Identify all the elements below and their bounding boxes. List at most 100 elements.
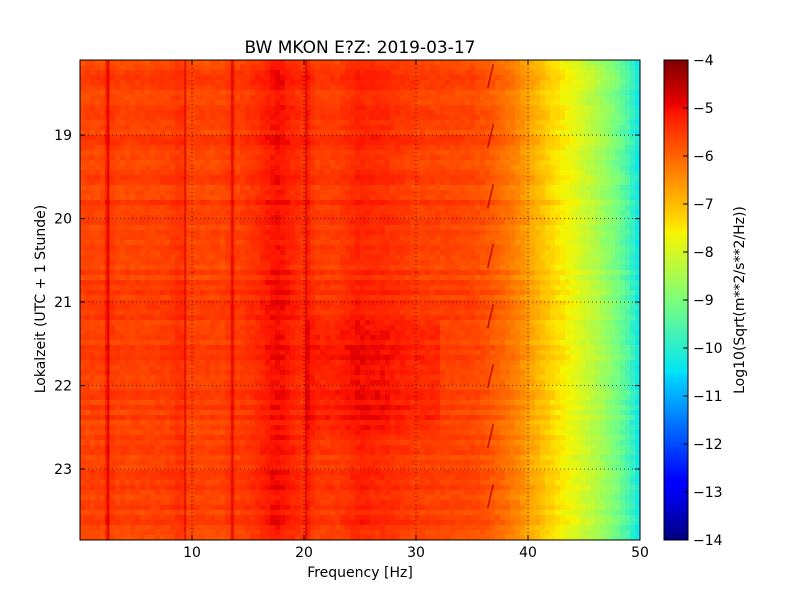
heat-cell — [565, 60, 571, 66]
heat-cell — [315, 165, 321, 171]
heat-cell — [570, 140, 576, 146]
heat-cell — [110, 155, 116, 161]
heat-cell — [450, 175, 456, 181]
heat-cell — [420, 150, 426, 156]
heat-cell — [200, 160, 206, 166]
heat-cell — [495, 250, 501, 256]
heat-cell — [330, 125, 336, 131]
heat-cell — [140, 105, 146, 111]
heat-cell — [355, 90, 361, 96]
heat-cell — [470, 185, 476, 191]
heat-cell — [120, 120, 126, 126]
heat-cell — [450, 160, 456, 166]
heat-cell — [570, 230, 576, 236]
heat-cell — [275, 245, 281, 251]
heat-cell — [330, 120, 336, 126]
heat-cell — [130, 100, 136, 106]
heat-cell — [420, 200, 426, 206]
heat-cell — [180, 125, 186, 131]
heat-cell — [290, 155, 296, 161]
heat-cell — [290, 145, 296, 151]
heat-cell — [170, 225, 176, 231]
heat-cell — [100, 165, 106, 171]
heat-cell — [130, 280, 136, 286]
heat-cell — [95, 150, 101, 156]
heat-cell — [155, 140, 161, 146]
heat-cell — [620, 100, 626, 106]
heat-cell — [385, 260, 391, 266]
heat-cell — [570, 130, 576, 136]
heat-cell — [415, 265, 421, 271]
heat-cell — [165, 100, 171, 106]
heat-cell — [540, 190, 546, 196]
heat-cell — [160, 250, 166, 256]
heat-cell — [175, 175, 181, 181]
heat-cell — [515, 150, 521, 156]
heat-cell — [430, 235, 436, 241]
heat-cell — [360, 60, 366, 66]
heat-cell — [440, 245, 446, 251]
heat-cell — [290, 135, 296, 141]
heat-cell — [330, 95, 336, 101]
heat-cell — [600, 125, 606, 131]
heat-cell — [250, 60, 256, 66]
heat-cell — [520, 250, 526, 256]
heat-cell — [430, 125, 436, 131]
heat-cell — [155, 65, 161, 71]
heat-cell — [285, 220, 291, 226]
heat-cell — [275, 100, 281, 106]
heat-cell — [610, 110, 616, 116]
heat-cell — [280, 180, 286, 186]
heat-cell — [285, 65, 291, 71]
heat-cell — [130, 235, 136, 241]
heat-cell — [90, 235, 96, 241]
heat-cell — [535, 180, 541, 186]
heat-cell — [530, 215, 536, 221]
heat-cell — [305, 220, 311, 226]
heat-cell — [380, 270, 386, 276]
heat-cell — [570, 210, 576, 216]
heat-cell — [400, 145, 406, 151]
heat-cell — [480, 110, 486, 116]
heat-cell — [475, 115, 481, 121]
heat-cell — [265, 115, 271, 121]
heat-cell — [425, 225, 431, 231]
heat-cell — [195, 250, 201, 256]
heat-cell — [205, 235, 211, 241]
heat-cell — [560, 75, 566, 81]
heat-cell — [305, 205, 311, 211]
heat-cell — [280, 170, 286, 176]
heat-cell — [500, 210, 506, 216]
heat-cell — [435, 75, 441, 81]
heat-cell — [440, 240, 446, 246]
heat-cell — [120, 65, 126, 71]
heat-cell — [310, 235, 316, 241]
heat-cell — [545, 195, 551, 201]
heat-cell — [210, 140, 216, 146]
heat-cell — [495, 255, 501, 261]
heat-cell — [135, 145, 141, 151]
heat-cell — [245, 205, 251, 211]
heat-cell — [245, 165, 251, 171]
heat-cell — [565, 270, 571, 276]
heat-cell — [190, 245, 196, 251]
heat-cell — [265, 60, 271, 66]
heat-cell — [200, 275, 206, 281]
heat-cell — [335, 260, 341, 266]
heat-cell — [330, 70, 336, 76]
heat-cell — [115, 70, 121, 76]
heat-cell — [505, 140, 511, 146]
heat-cell — [270, 120, 276, 126]
heat-cell — [360, 80, 366, 86]
heat-cell — [270, 270, 276, 276]
heat-cell — [175, 265, 181, 271]
heat-cell — [520, 220, 526, 226]
heat-cell — [235, 225, 241, 231]
heat-cell — [255, 110, 261, 116]
heat-cell — [390, 60, 396, 66]
heat-cell — [480, 230, 486, 236]
heat-cell — [540, 205, 546, 211]
heat-cell — [160, 245, 166, 251]
heat-cell — [445, 135, 451, 141]
heat-cell — [155, 220, 161, 226]
